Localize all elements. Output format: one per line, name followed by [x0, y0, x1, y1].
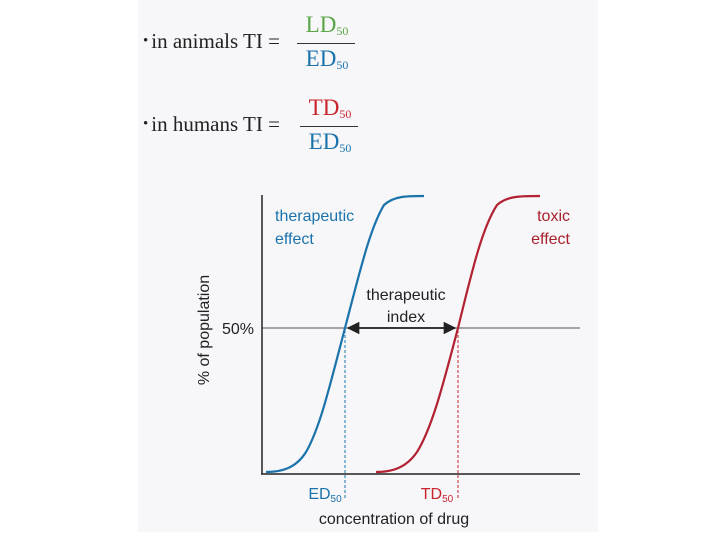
ed50-denominator: ED50: [295, 46, 359, 73]
animals-ti-formula: • in animals TI = LD50 ED50: [143, 6, 443, 76]
ld-subscript: 50: [336, 24, 349, 38]
animals-ti-text: • in animals TI =: [143, 29, 280, 54]
ed-text: ED: [308, 129, 340, 154]
y-axis-label: % of population: [196, 275, 213, 385]
td50-numerator: TD50: [298, 95, 362, 122]
therapeutic-effect-label-line1: therapeutic: [275, 208, 354, 225]
fifty-percent-label: 50%: [222, 321, 254, 338]
therapeutic-index-label-line1: therapeutic: [366, 287, 445, 304]
bullet: •: [143, 116, 149, 132]
toxic-effect-label-line2: effect: [531, 231, 570, 248]
fraction-bar: [300, 126, 358, 127]
humans-fraction: TD50 ED50: [298, 89, 362, 159]
td50-main: TD: [421, 486, 442, 503]
animals-fraction: LD50 ED50: [295, 6, 359, 76]
fraction-bar: [297, 43, 355, 44]
ld50-numerator: LD50: [295, 12, 359, 39]
ed-text: ED: [305, 46, 337, 71]
ed50-denominator: ED50: [298, 129, 362, 156]
humans-ti-label: in humans TI =: [151, 112, 280, 136]
toxic-effect-curve: [375, 194, 541, 474]
toxic-effect-label-line1: toxic: [537, 208, 570, 225]
td-text: TD: [308, 95, 340, 120]
humans-ti-text: • in humans TI =: [143, 112, 280, 137]
bullet: •: [143, 33, 149, 49]
ed50-main: ED: [308, 486, 330, 503]
therapeutic-effect-curve: [265, 194, 425, 474]
humans-ti-formula: • in humans TI = TD50 ED50: [143, 89, 443, 159]
animals-ti-label: in animals TI =: [151, 29, 280, 53]
therapeutic-effect-label-line2: effect: [275, 231, 314, 248]
ed-subscript: 50: [339, 141, 352, 155]
therapeutic-index-label-line2: index: [387, 309, 425, 326]
x-axis-label: concentration of drug: [319, 511, 469, 528]
slide-panel: [138, 0, 598, 532]
td50-label: TD50: [421, 486, 454, 505]
ld-text: LD: [305, 12, 337, 37]
td50-sub: 50: [442, 494, 454, 505]
ed50-label: ED50: [308, 486, 342, 505]
ed50-sub: 50: [331, 494, 343, 505]
ed-subscript: 50: [336, 58, 349, 72]
td-subscript: 50: [339, 107, 352, 121]
